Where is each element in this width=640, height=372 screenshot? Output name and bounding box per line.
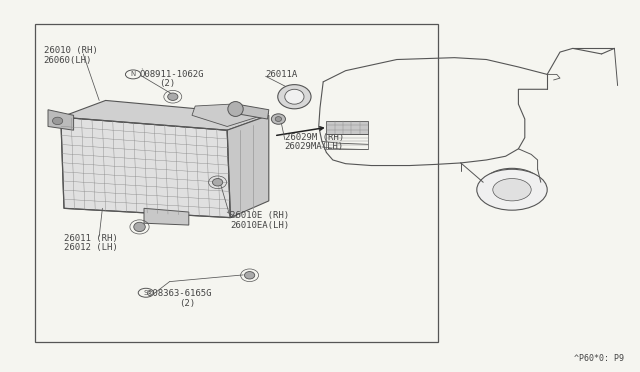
Text: S: S — [144, 290, 148, 296]
Text: N: N — [131, 71, 136, 77]
Text: 26010EA(LH): 26010EA(LH) — [230, 221, 289, 230]
Ellipse shape — [168, 93, 178, 100]
Ellipse shape — [278, 85, 311, 109]
Text: Ò08911-1062G: Ò08911-1062G — [140, 70, 204, 79]
Text: 26029M (RH): 26029M (RH) — [285, 133, 344, 142]
Text: 26012 (LH): 26012 (LH) — [64, 243, 118, 252]
Text: 26011A: 26011A — [266, 70, 298, 79]
Text: 26011 (RH): 26011 (RH) — [64, 234, 118, 243]
Ellipse shape — [271, 114, 285, 124]
Text: 26029MA(LH): 26029MA(LH) — [285, 142, 344, 151]
Text: 26010 (RH): 26010 (RH) — [44, 46, 97, 55]
Ellipse shape — [52, 117, 63, 125]
Polygon shape — [48, 110, 74, 130]
Text: (2): (2) — [159, 79, 175, 88]
Text: 26010E (RH): 26010E (RH) — [230, 211, 289, 220]
Polygon shape — [192, 104, 269, 126]
Polygon shape — [61, 117, 230, 218]
Text: (2): (2) — [179, 299, 195, 308]
Ellipse shape — [134, 222, 145, 231]
Polygon shape — [236, 104, 269, 119]
Bar — [35, 24, 438, 342]
Circle shape — [477, 169, 547, 210]
Text: ^P60*0: P9: ^P60*0: P9 — [574, 354, 624, 363]
Ellipse shape — [275, 116, 282, 121]
Circle shape — [493, 179, 531, 201]
Text: ®08363-6165G: ®08363-6165G — [147, 289, 212, 298]
Ellipse shape — [285, 89, 304, 104]
Polygon shape — [144, 208, 189, 225]
Text: 26060(LH): 26060(LH) — [44, 56, 92, 65]
Ellipse shape — [212, 179, 223, 186]
Bar — [326, 134, 368, 149]
Ellipse shape — [228, 102, 243, 116]
Ellipse shape — [244, 272, 255, 279]
Bar — [326, 121, 368, 134]
Polygon shape — [227, 115, 269, 218]
Polygon shape — [61, 100, 269, 130]
